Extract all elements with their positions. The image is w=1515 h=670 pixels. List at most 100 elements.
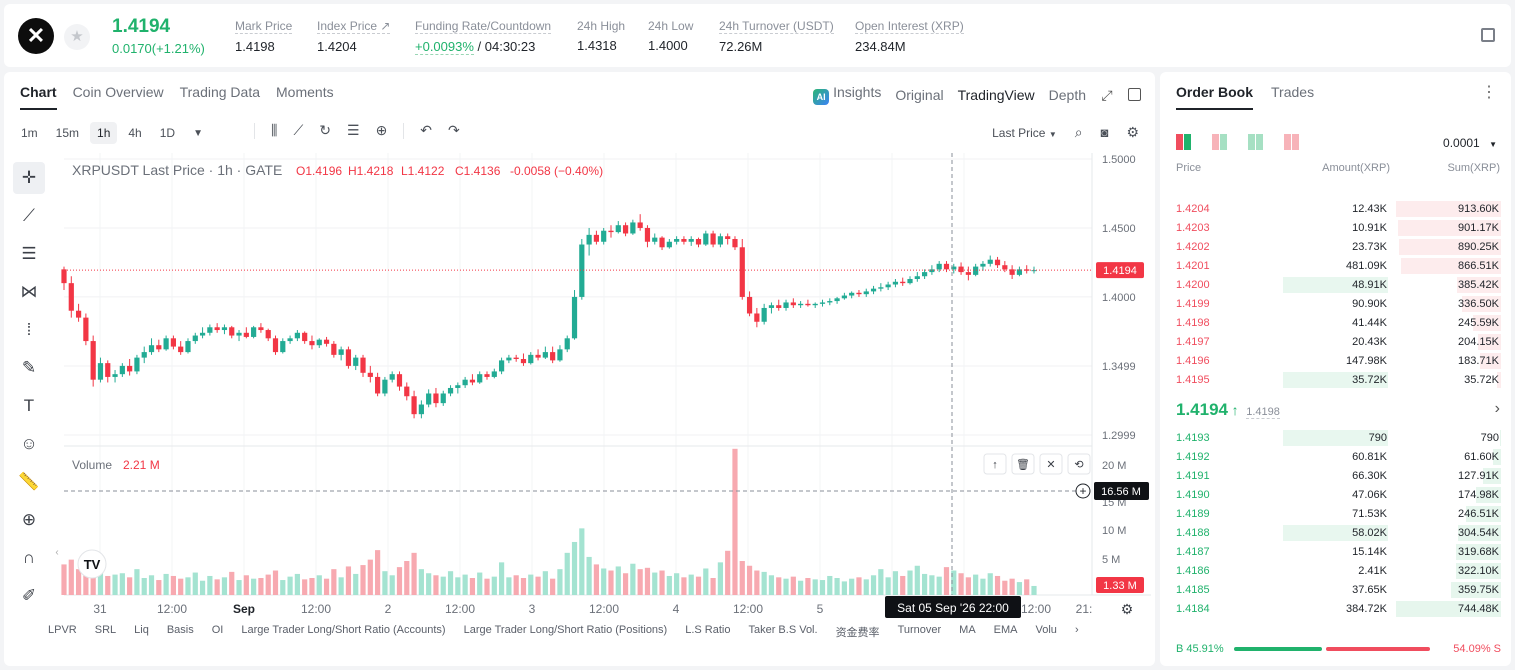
candle-body (1024, 269, 1030, 271)
bid-row[interactable]: 1.4187 15.14K 319.68K (1160, 543, 1511, 562)
camera-icon[interactable]: ◙ (1100, 125, 1109, 140)
view-depth[interactable]: Depth (1048, 86, 1086, 103)
more-options-icon[interactable]: ⋮ (1481, 84, 1497, 101)
timeframe-1d[interactable]: 1D (159, 126, 176, 140)
candle-body (790, 302, 796, 306)
ask-row[interactable]: 1.4196 147.98K 183.71K (1160, 352, 1511, 371)
candle-type-icon[interactable]: ⫼ (271, 122, 278, 138)
indicator-item[interactable]: Basis (166, 624, 194, 636)
indicator-item[interactable]: LPVR (48, 624, 77, 636)
layout-bids-icon[interactable] (1248, 134, 1264, 150)
tab-order-book[interactable]: Order Book (1176, 84, 1254, 110)
timeframe-4h[interactable]: 4h (128, 126, 142, 140)
ruler-icon[interactable]: 📏 (18, 472, 40, 491)
add-alert-icon[interactable]: ⊕ (375, 122, 388, 138)
compare-icon[interactable]: ↻ (319, 122, 331, 138)
bid-row[interactable]: 1.4189 71.53K 246.51K (1160, 505, 1511, 524)
timeframe-1h[interactable]: 1h (90, 122, 118, 144)
funding-rate-value[interactable]: +0.0093% (415, 39, 474, 55)
tab-trading-data[interactable]: Trading Data (179, 84, 261, 100)
expand-icon[interactable]: ⤢ (1101, 86, 1113, 103)
stat-label[interactable]: Open Interest (XRP) (855, 19, 964, 34)
ask-price: 1.4204 (1176, 203, 1210, 215)
mid-price-row[interactable]: 1.4194 ↑ 1.4198 › (1176, 400, 1506, 420)
indicator-more-icon[interactable]: › (1074, 624, 1079, 636)
candle-body (965, 272, 971, 275)
ask-row[interactable]: 1.4201 481.09K 866.51K (1160, 257, 1511, 276)
pencil-icon[interactable]: ✐ (21, 586, 37, 605)
indicator-item[interactable]: Volu (1035, 624, 1057, 636)
insights-button[interactable]: AI Insights (813, 84, 881, 105)
ask-row[interactable]: 1.4198 41.44K 245.59K (1160, 314, 1511, 333)
indicator-item[interactable]: Liq (134, 624, 149, 636)
buy-ratio-bar (1234, 647, 1322, 651)
indicators-icon[interactable]: ⟋ (293, 122, 304, 138)
search-icon[interactable]: ⌕ (1074, 124, 1083, 140)
view-tradingview[interactable]: TradingView (957, 86, 1035, 103)
ask-row[interactable]: 1.4202 23.73K 890.25K (1160, 238, 1511, 257)
indicator-item[interactable]: Taker B.S Vol. (748, 624, 818, 636)
stat-label[interactable]: Funding Rate/Countdown (415, 19, 552, 34)
indicator-item[interactable]: 资金费率 (835, 627, 880, 639)
bid-row[interactable]: 1.4193 790 790 (1160, 429, 1511, 448)
indicator-item[interactable]: MA (959, 624, 976, 636)
magnet-icon[interactable]: ∩ (22, 548, 36, 567)
guide-book-icon[interactable] (1481, 28, 1495, 42)
popout-window-icon[interactable] (1128, 88, 1141, 101)
trend-line-icon[interactable]: ⟋ (23, 206, 35, 225)
zoom-in-icon[interactable]: ⊕ (21, 510, 37, 529)
indicator-item[interactable]: EMA (993, 624, 1018, 636)
price-type-select[interactable]: Last Price ▼ (992, 126, 1057, 140)
candle-body (477, 374, 483, 383)
indicator-item[interactable]: L.S Ratio (685, 624, 731, 636)
timeframe-1m[interactable]: 1m (21, 126, 38, 140)
bid-row[interactable]: 1.4185 37.65K 359.75K (1160, 581, 1511, 600)
bid-row[interactable]: 1.4186 2.41K 322.10K (1160, 562, 1511, 581)
indicator-item[interactable]: Large Trader Long/Short Ratio (Positions… (463, 624, 668, 636)
stat-label[interactable]: 24h Turnover (USDT) (719, 19, 834, 34)
layout-both-icon[interactable] (1176, 134, 1192, 150)
bid-row[interactable]: 1.4190 47.06K 174.98K (1160, 486, 1511, 505)
bid-row[interactable]: 1.4191 66.30K 127.91K (1160, 467, 1511, 486)
redo-icon[interactable]: ↷ (448, 122, 460, 138)
emoji-icon[interactable]: ☺ (20, 434, 38, 453)
indicator-item[interactable]: Turnover (897, 624, 942, 636)
fib-icon[interactable]: ⁞ (26, 320, 32, 339)
favorite-star-icon[interactable]: ★ (64, 24, 90, 50)
undo-icon[interactable]: ↶ (420, 122, 433, 138)
stat-label[interactable]: Mark Price (235, 19, 293, 34)
chevron-right-icon[interactable]: › (1494, 400, 1500, 417)
text-tool-icon[interactable]: T (23, 396, 35, 415)
indicator-item[interactable]: Large Trader Long/Short Ratio (Accounts) (241, 624, 446, 636)
stat-label[interactable]: Index Price ↗ (317, 19, 391, 34)
tab-trades[interactable]: Trades (1271, 84, 1315, 100)
ask-row[interactable]: 1.4199 90.90K 336.50K (1160, 295, 1511, 314)
volume-bar (506, 577, 512, 595)
pattern-icon[interactable]: ⋈ (20, 282, 38, 301)
tab-coin-overview[interactable]: Coin Overview (72, 84, 164, 100)
indicator-item[interactable]: SRL (94, 624, 117, 636)
indicator-item[interactable]: OI (211, 624, 224, 636)
bid-row[interactable]: 1.4184 384.72K 744.48K (1160, 600, 1511, 619)
layout-asks-icon[interactable] (1284, 134, 1300, 150)
tab-moments[interactable]: Moments (276, 84, 334, 100)
ask-row[interactable]: 1.4195 35.72K 35.72K (1160, 371, 1511, 390)
timeframe-dropdown-icon[interactable]: ▼ (193, 127, 203, 139)
ask-row[interactable]: 1.4200 48.91K 385.42K (1160, 276, 1511, 295)
horizontal-lines-icon[interactable]: ☰ (21, 244, 37, 263)
ask-row[interactable]: 1.4203 10.91K 901.17K (1160, 219, 1511, 238)
precision-select[interactable]: 0.0001 ▼ (1443, 136, 1497, 150)
bid-row[interactable]: 1.4188 58.02K 304.54K (1160, 524, 1511, 543)
timeframe-15m[interactable]: 15m (55, 126, 80, 140)
ask-row[interactable]: 1.4197 20.43K 204.15K (1160, 333, 1511, 352)
ask-row[interactable]: 1.4204 12.43K 913.60K (1160, 200, 1511, 219)
view-original[interactable]: Original (895, 86, 944, 103)
gear-icon[interactable]: ⚙ (1126, 124, 1139, 140)
brush-icon[interactable]: ✎ (21, 358, 37, 377)
layout-split-icon[interactable] (1212, 134, 1228, 150)
crosshair-icon[interactable]: ✛ (13, 162, 45, 194)
templates-icon[interactable]: ☰ (347, 122, 360, 138)
tab-chart[interactable]: Chart (20, 84, 57, 110)
bid-row[interactable]: 1.4192 60.81K 61.60K (1160, 448, 1511, 467)
